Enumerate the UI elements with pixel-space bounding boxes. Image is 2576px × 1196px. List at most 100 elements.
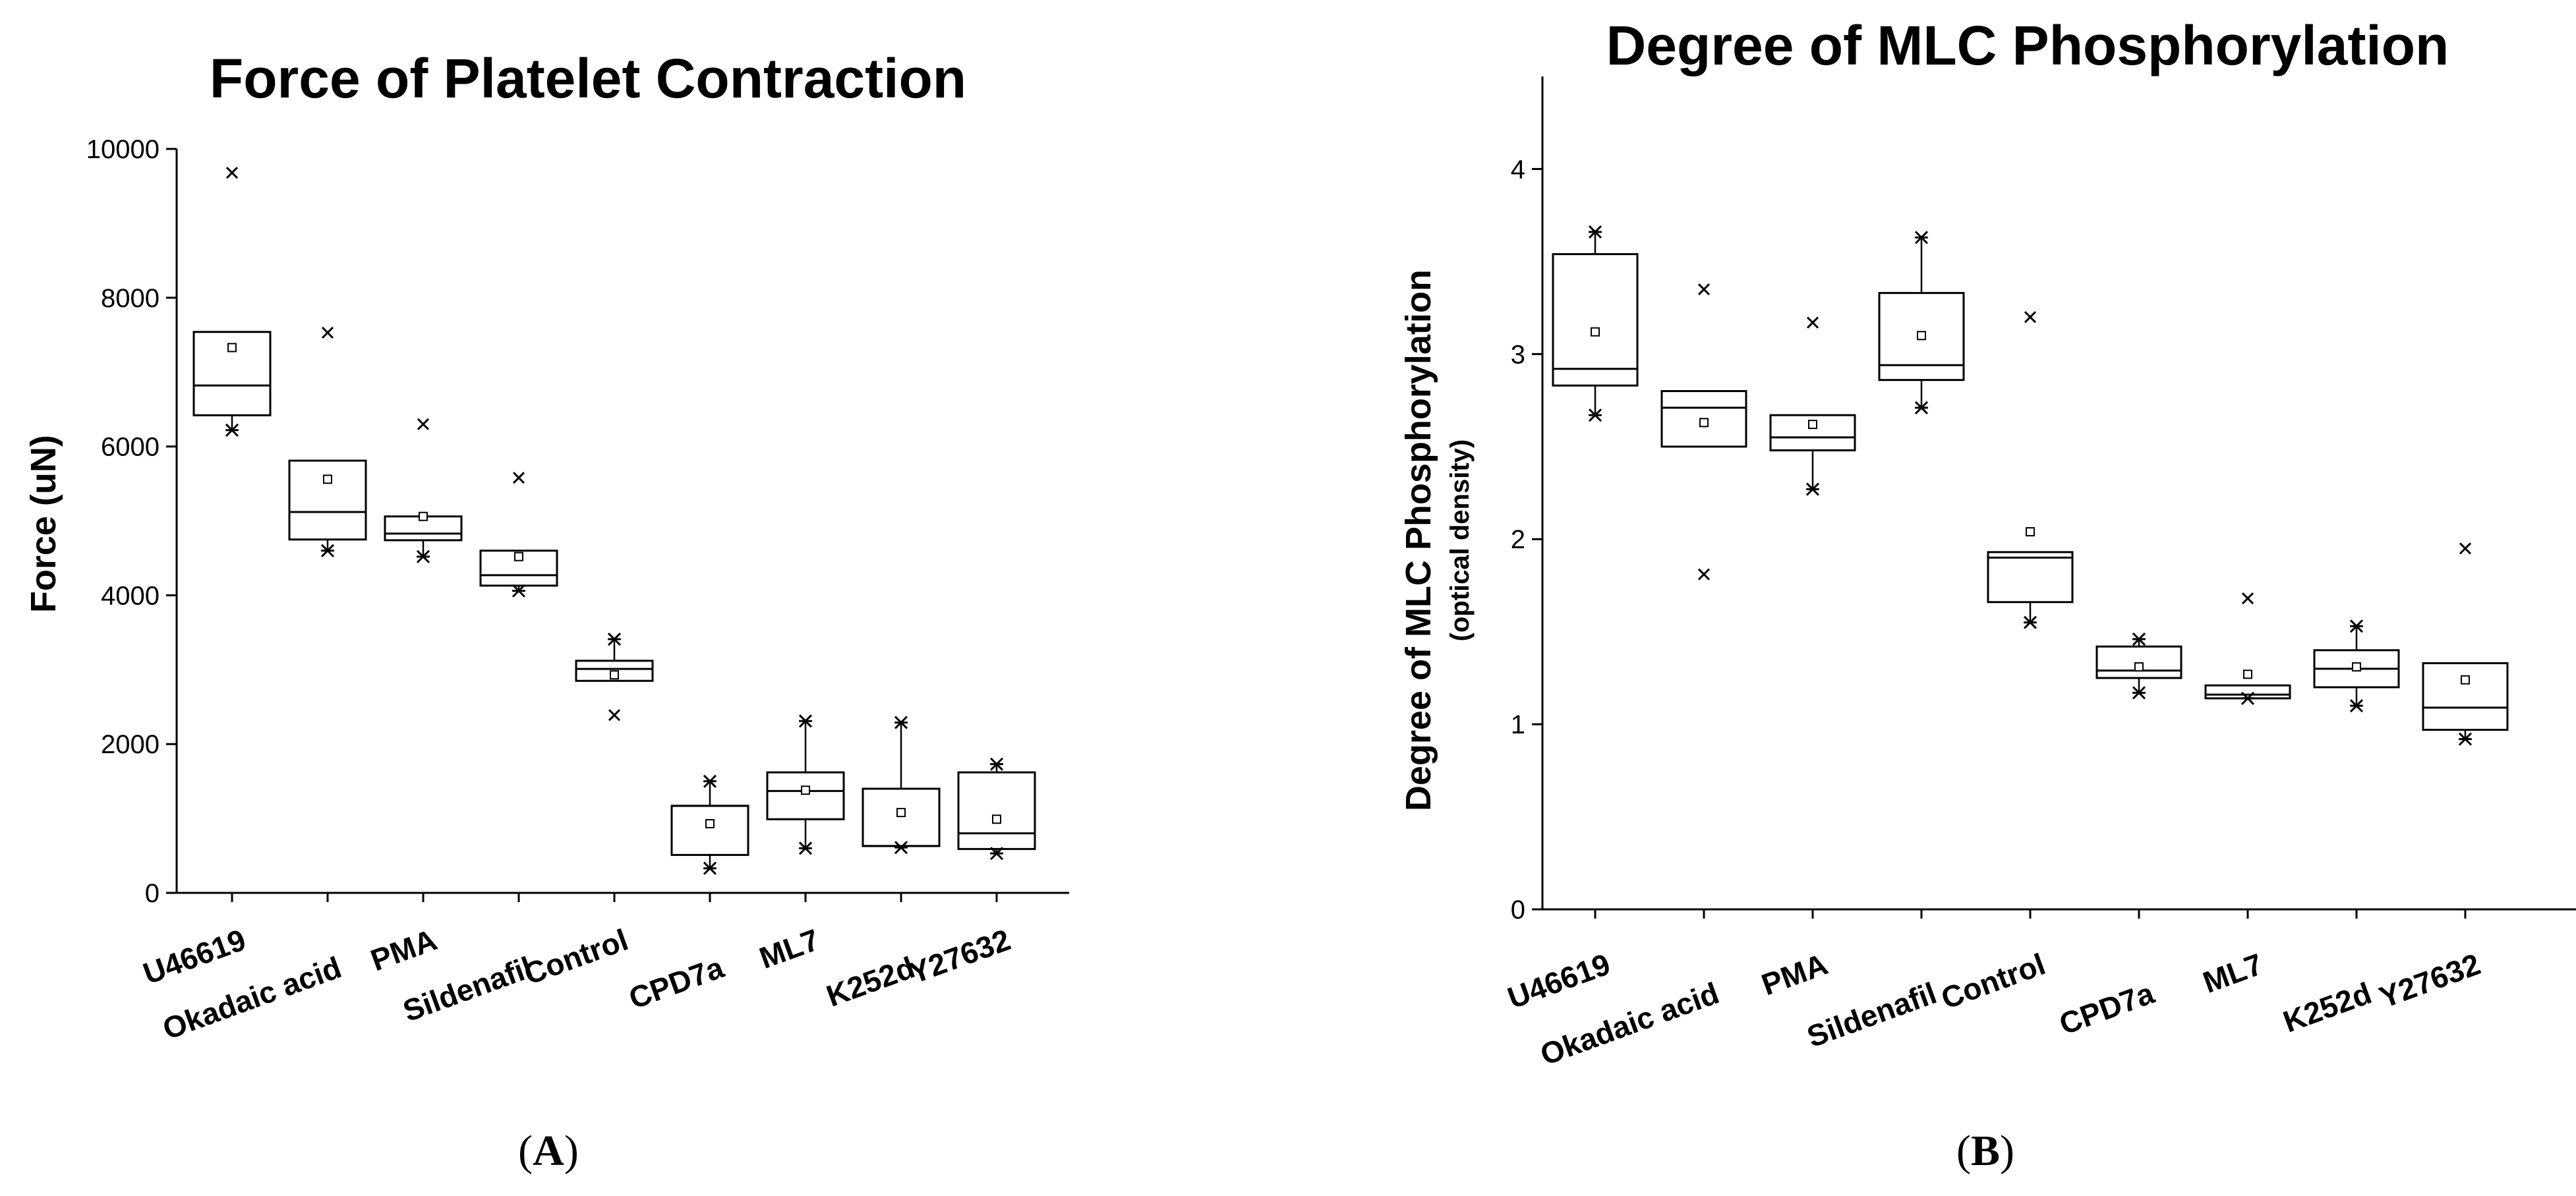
y-axis-sublabel: (optical density)	[1446, 440, 1475, 642]
y-axis-label: Force (uN)	[24, 435, 63, 613]
box-k252d	[862, 716, 941, 855]
y-axis-label: Degree of MLC Phosphorylation	[1399, 270, 1438, 811]
x-tick-label: U46619	[138, 923, 250, 991]
min-marker	[608, 709, 621, 722]
min-marker	[416, 550, 430, 563]
x-tick-label: Control	[1937, 947, 2049, 1016]
x-tick-label: CPD7a	[624, 950, 728, 1015]
max-marker	[607, 632, 622, 646]
y-tick-label: 3	[1511, 340, 1525, 369]
min-marker	[2132, 686, 2146, 700]
box-iqr	[766, 771, 845, 820]
box-control	[575, 632, 654, 722]
chart-force: Force of Platelet Contraction Force (uN)…	[24, 47, 1069, 1175]
max-marker	[2024, 311, 2037, 324]
panel-label-b: (B)	[1956, 1127, 2014, 1175]
min-marker	[2023, 615, 2037, 629]
mean-marker	[1917, 331, 1926, 341]
min-marker	[1697, 568, 1711, 581]
mean-marker	[801, 785, 810, 795]
y-tick-label: 2	[1511, 525, 1525, 554]
min-marker	[2349, 698, 2364, 713]
panel-label-a: (A)	[518, 1127, 579, 1175]
panel-letter: B	[1971, 1127, 2000, 1175]
y-tick-label: 0	[145, 879, 160, 908]
min-marker-stroke	[1697, 568, 1711, 581]
max-marker-stroke	[225, 167, 239, 179]
x-tick-label: Y27632	[2375, 947, 2485, 1015]
box-iqr	[1878, 292, 1965, 382]
min-marker	[1914, 401, 1929, 414]
x-tick-label: Y27632	[905, 923, 1015, 990]
x-tick-label: ML7	[2198, 947, 2267, 1000]
box-k252d	[2313, 619, 2400, 713]
box-sildenafil	[1878, 231, 1965, 414]
mean-marker	[2352, 662, 2361, 672]
y-tick-label: 10000	[86, 135, 160, 164]
max-marker	[2241, 592, 2254, 605]
min-marker	[512, 584, 526, 598]
box-iqr	[1769, 414, 1856, 451]
x-tick-label: K252d	[822, 950, 920, 1013]
box-u46619	[192, 167, 272, 437]
box-iqr	[575, 660, 654, 682]
chart-title: Degree of MLC Phosphorylation	[1606, 14, 2449, 76]
max-marker	[2459, 542, 2472, 555]
y-tick-label: 4000	[101, 581, 160, 610]
mean-marker	[2026, 527, 2035, 536]
box-iqr	[957, 771, 1036, 850]
max-marker	[989, 757, 1004, 771]
max-marker-stroke	[2024, 311, 2037, 324]
mean-marker	[896, 808, 906, 818]
min-marker	[1805, 482, 1820, 496]
min-marker	[225, 423, 239, 437]
box-iqr	[1660, 390, 1747, 448]
mean-marker	[610, 670, 619, 680]
min-marker	[1588, 408, 1602, 422]
mean-marker	[1591, 327, 1600, 337]
mean-marker	[323, 474, 332, 484]
max-marker	[1588, 225, 1602, 239]
max-marker-stroke	[2241, 592, 2254, 605]
box-iqr	[192, 331, 272, 416]
box-iqr	[2422, 662, 2509, 731]
max-marker-stroke	[512, 471, 525, 484]
box-okadaic-acid	[1660, 283, 1747, 581]
y-tick-label: 1	[1511, 710, 1525, 739]
chart-mlc: Degree of MLC Phosphorylation Degree of …	[1399, 14, 2576, 1175]
mean-marker	[2134, 662, 2144, 672]
max-marker-stroke	[1806, 316, 1819, 329]
box-iqr	[1987, 551, 2074, 604]
min-marker-stroke	[608, 709, 621, 722]
min-marker	[703, 861, 717, 875]
box-y27632	[957, 757, 1036, 861]
max-marker	[512, 471, 525, 484]
y-tick-label: 6000	[101, 433, 160, 462]
mean-marker	[1808, 420, 1817, 430]
min-marker	[798, 841, 813, 855]
min-marker	[894, 841, 908, 855]
x-tick-label: U46619	[1503, 947, 1614, 1015]
max-marker	[2349, 619, 2364, 633]
x-tick-label: ML7	[755, 923, 823, 975]
box-iqr	[862, 787, 941, 847]
box-ml7	[2204, 592, 2291, 705]
max-marker	[894, 716, 908, 729]
max-marker	[417, 418, 430, 430]
x-tick-label: Control	[519, 923, 632, 992]
box-iqr	[2095, 645, 2182, 679]
box-iqr	[288, 459, 367, 541]
x-tick-label: CPD7a	[2055, 975, 2159, 1041]
box-cpd7a	[670, 774, 749, 875]
mean-marker	[2461, 675, 2470, 685]
y-tick-label: 4	[1511, 155, 1525, 184]
y-tick-label: 2000	[101, 730, 160, 759]
box-pma	[1769, 316, 1856, 496]
mean-marker	[419, 511, 428, 521]
max-marker-stroke	[1697, 283, 1711, 296]
box-iqr	[1552, 253, 1639, 387]
max-marker	[798, 714, 813, 728]
